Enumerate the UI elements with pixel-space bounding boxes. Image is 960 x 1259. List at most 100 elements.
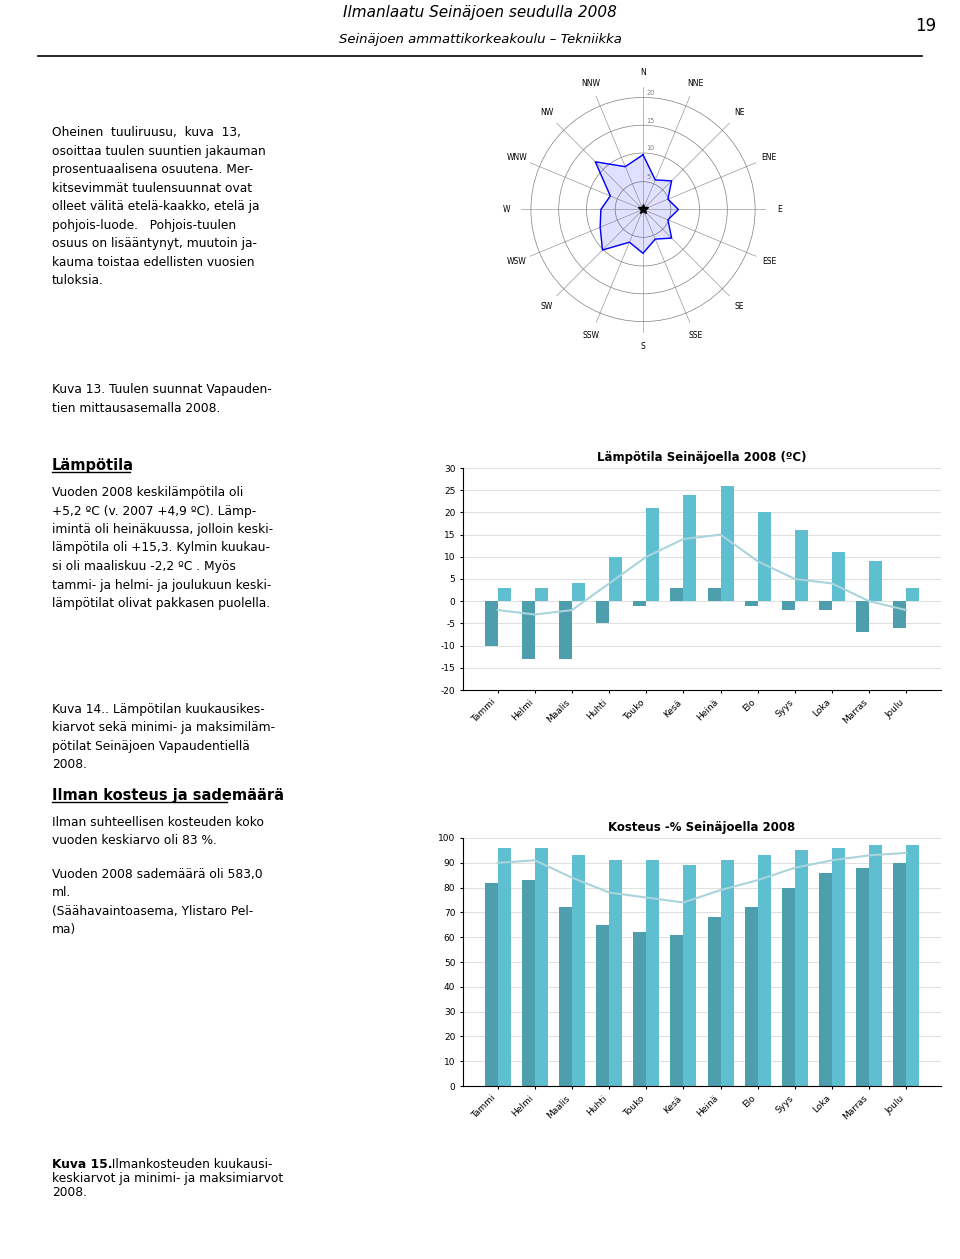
Text: Kuva 13. Tuulen suunnat Vapauden-
tien mittausasemalla 2008.: Kuva 13. Tuulen suunnat Vapauden- tien m… xyxy=(52,383,272,414)
Title: Lämpötila Seinäjoella 2008 (ºC): Lämpötila Seinäjoella 2008 (ºC) xyxy=(597,451,806,465)
Text: SSW: SSW xyxy=(583,331,599,340)
Bar xyxy=(497,847,511,1087)
Bar xyxy=(856,602,869,632)
Bar xyxy=(721,486,733,602)
Bar xyxy=(781,602,795,611)
1 h AVG xyxy=(566,603,578,618)
Bar xyxy=(497,588,511,602)
Bar xyxy=(745,908,757,1087)
Text: Vuoden 2008 keskilämpötila oli
+5,2 ºC (v. 2007 +4,9 ºC). Lämp-
imintä oli heinä: Vuoden 2008 keskilämpötila oli +5,2 ºC (… xyxy=(52,486,274,611)
Bar xyxy=(757,512,771,602)
Text: Vuoden 2008 sademäärä oli 583,0
ml.
(Säähavaintoasema, Ylistaro Pel-
ma): Vuoden 2008 sademäärä oli 583,0 ml. (Sää… xyxy=(52,867,263,937)
Text: Seinäjoen ammattikorkeakoulu – Tekniikka: Seinäjoen ammattikorkeakoulu – Tekniikka xyxy=(339,33,621,45)
1 h AVG xyxy=(529,607,540,622)
1 h AVG xyxy=(827,575,838,590)
Line: 1 h AVG: 1 h AVG xyxy=(497,852,906,903)
Bar xyxy=(708,918,721,1087)
1 h AVG xyxy=(863,594,875,609)
Bar xyxy=(596,925,610,1087)
Bar xyxy=(634,602,646,606)
Text: NNW: NNW xyxy=(581,79,600,88)
Text: Kuva 15.: Kuva 15. xyxy=(52,1158,112,1171)
1 h AVG xyxy=(715,883,727,898)
1 h AVG xyxy=(604,885,615,900)
Bar xyxy=(708,588,721,602)
Text: 15: 15 xyxy=(646,117,655,123)
Bar xyxy=(535,847,548,1087)
1 h AVG xyxy=(827,852,838,867)
Text: S: S xyxy=(640,341,645,350)
Text: 10: 10 xyxy=(646,145,655,151)
Bar xyxy=(559,602,572,658)
Text: Ilman kosteus ja sademäärä: Ilman kosteus ja sademäärä xyxy=(52,788,284,803)
1 h AVG xyxy=(863,847,875,862)
Text: E: E xyxy=(778,205,781,214)
Bar xyxy=(684,495,696,602)
Text: NNE: NNE xyxy=(687,79,704,88)
Text: ESE: ESE xyxy=(762,257,777,266)
Text: WSW: WSW xyxy=(507,257,527,266)
Bar xyxy=(795,530,808,602)
Text: 19: 19 xyxy=(915,18,936,35)
Text: W: W xyxy=(503,205,510,214)
Bar xyxy=(485,883,497,1087)
Polygon shape xyxy=(595,155,679,253)
Text: SSE: SSE xyxy=(688,331,703,340)
Title: Kosteus -% Seinäjoella 2008: Kosteus -% Seinäjoella 2008 xyxy=(609,821,796,833)
Bar xyxy=(745,602,757,606)
Bar xyxy=(721,860,733,1087)
Bar xyxy=(670,934,684,1087)
1 h AVG xyxy=(492,603,503,618)
Bar xyxy=(795,850,808,1087)
Bar xyxy=(893,602,906,628)
Bar xyxy=(522,602,535,658)
Text: 2008.: 2008. xyxy=(52,1186,87,1199)
Bar xyxy=(535,588,548,602)
Bar xyxy=(819,872,832,1087)
1 h AVG xyxy=(900,603,912,618)
Text: Ilman suhteellisen kosteuden koko
vuoden keskiarvo oli 83 %.: Ilman suhteellisen kosteuden koko vuoden… xyxy=(52,816,264,847)
Bar xyxy=(832,847,845,1087)
1 h AVG xyxy=(752,872,763,888)
1 h AVG xyxy=(492,855,503,870)
Bar xyxy=(906,588,920,602)
Bar xyxy=(819,602,832,611)
1 h AVG xyxy=(529,852,540,867)
1 h AVG xyxy=(752,554,763,569)
1 h AVG xyxy=(678,531,689,546)
Bar xyxy=(670,588,684,602)
Text: Ilmanlaatu Seinäjoen seudulla 2008: Ilmanlaatu Seinäjoen seudulla 2008 xyxy=(343,5,617,20)
Bar xyxy=(781,888,795,1087)
1 h AVG xyxy=(789,572,801,587)
Text: 5: 5 xyxy=(646,174,651,180)
Text: SE: SE xyxy=(734,302,744,311)
1 h AVG xyxy=(789,860,801,875)
Bar xyxy=(646,860,660,1087)
Text: NW: NW xyxy=(540,108,553,117)
Text: ENE: ENE xyxy=(761,152,777,161)
Text: Kuva 14.. Lämpötilan kuukausikes-
kiarvot sekä minimi- ja maksimiläm-
pötilat Se: Kuva 14.. Lämpötilan kuukausikes- kiarvo… xyxy=(52,703,276,772)
Text: Lämpötila: Lämpötila xyxy=(52,458,134,473)
Bar xyxy=(572,583,585,602)
Bar xyxy=(684,865,696,1087)
Bar xyxy=(832,553,845,602)
Text: N: N xyxy=(640,68,646,78)
Bar xyxy=(610,860,622,1087)
1 h AVG xyxy=(900,845,912,860)
Text: Ilmankosteuden kuukausi-: Ilmankosteuden kuukausi- xyxy=(104,1158,273,1171)
Text: 20: 20 xyxy=(646,89,655,96)
Bar xyxy=(893,862,906,1087)
Text: NE: NE xyxy=(734,108,745,117)
Bar xyxy=(646,507,660,602)
1 h AVG xyxy=(678,895,689,910)
Text: keskiarvot ja minimi- ja maksimiarvot: keskiarvot ja minimi- ja maksimiarvot xyxy=(52,1172,283,1185)
Bar xyxy=(485,602,497,646)
Bar xyxy=(906,846,920,1087)
Text: SW: SW xyxy=(540,302,553,311)
Bar xyxy=(559,908,572,1087)
Bar xyxy=(522,880,535,1087)
1 h AVG xyxy=(640,890,652,905)
Bar xyxy=(596,602,610,623)
1 h AVG xyxy=(604,575,615,590)
Bar xyxy=(856,867,869,1087)
